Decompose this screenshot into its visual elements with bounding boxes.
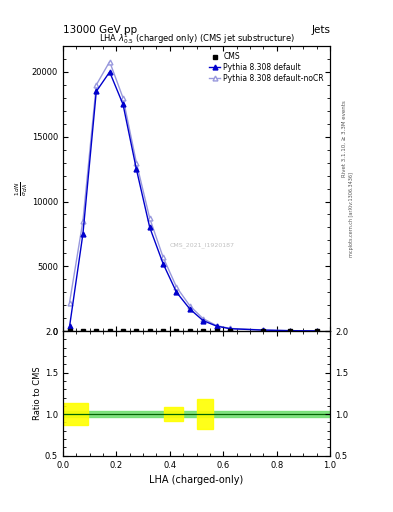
CMS xyxy=(214,328,219,334)
Pythia 8.308 default xyxy=(214,323,219,329)
CMS xyxy=(94,328,99,334)
Pythia 8.308 default xyxy=(107,69,112,75)
Pythia 8.308 default xyxy=(94,89,99,95)
Pythia 8.308 default xyxy=(81,231,85,237)
Pythia 8.308 default-noCR xyxy=(67,300,72,306)
Pythia 8.308 default-noCR xyxy=(288,328,292,334)
Pythia 8.308 default-noCR xyxy=(314,328,319,334)
Pythia 8.308 default xyxy=(201,317,206,324)
Line: CMS: CMS xyxy=(68,329,319,333)
CMS xyxy=(134,328,139,334)
Pythia 8.308 default-noCR xyxy=(187,303,192,309)
X-axis label: LHA (charged-only): LHA (charged-only) xyxy=(149,475,244,485)
Pythia 8.308 default-noCR xyxy=(81,218,85,224)
CMS xyxy=(161,328,165,334)
Y-axis label: $\frac{1}{\sigma} \frac{dN}{d\lambda}$: $\frac{1}{\sigma} \frac{dN}{d\lambda}$ xyxy=(14,181,30,196)
Pythia 8.308 default xyxy=(288,328,292,334)
Pythia 8.308 default-noCR xyxy=(147,215,152,221)
CMS xyxy=(67,328,72,334)
Pythia 8.308 default xyxy=(314,328,319,334)
CMS xyxy=(261,328,266,334)
CMS xyxy=(81,328,85,334)
Bar xyxy=(196,399,213,429)
Bar xyxy=(164,408,183,421)
Title: LHA $\lambda^1_{0.5}$ (charged only) (CMS jet substructure): LHA $\lambda^1_{0.5}$ (charged only) (CM… xyxy=(99,31,294,46)
Text: Jets: Jets xyxy=(311,25,330,35)
Line: Pythia 8.308 default: Pythia 8.308 default xyxy=(67,70,319,333)
CMS xyxy=(174,328,179,334)
Pythia 8.308 default xyxy=(161,261,165,267)
Pythia 8.308 default-noCR xyxy=(228,325,232,331)
Pythia 8.308 default xyxy=(147,224,152,230)
CMS xyxy=(121,328,125,334)
Pythia 8.308 default-noCR xyxy=(214,323,219,329)
Pythia 8.308 default-noCR xyxy=(121,95,125,101)
Text: CMS_2021_I1920187: CMS_2021_I1920187 xyxy=(169,243,234,248)
Pythia 8.308 default-noCR xyxy=(107,58,112,65)
Bar xyxy=(63,411,330,417)
Text: mcplots.cern.ch [arXiv:1306.3436]: mcplots.cern.ch [arXiv:1306.3436] xyxy=(349,173,354,258)
Legend: CMS, Pythia 8.308 default, Pythia 8.308 default-noCR: CMS, Pythia 8.308 default, Pythia 8.308 … xyxy=(207,50,326,86)
Line: Pythia 8.308 default-noCR: Pythia 8.308 default-noCR xyxy=(67,59,319,333)
Pythia 8.308 default-noCR xyxy=(94,82,99,88)
Pythia 8.308 default-noCR xyxy=(161,254,165,260)
Pythia 8.308 default xyxy=(174,289,179,295)
Pythia 8.308 default xyxy=(261,327,266,333)
Pythia 8.308 default xyxy=(187,306,192,312)
Pythia 8.308 default-noCR xyxy=(201,315,206,322)
Pythia 8.308 default xyxy=(121,101,125,108)
CMS xyxy=(107,328,112,334)
Pythia 8.308 default-noCR xyxy=(261,327,266,333)
Bar xyxy=(63,403,88,425)
Pythia 8.308 default xyxy=(134,166,139,172)
CMS xyxy=(201,328,206,334)
CMS xyxy=(228,328,232,334)
CMS xyxy=(147,328,152,334)
Pythia 8.308 default xyxy=(228,326,232,332)
Y-axis label: Ratio to CMS: Ratio to CMS xyxy=(33,367,42,420)
Text: Rivet 3.1.10, ≥ 3.3M events: Rivet 3.1.10, ≥ 3.3M events xyxy=(342,100,346,177)
Pythia 8.308 default-noCR xyxy=(134,160,139,166)
Text: 13000 GeV pp: 13000 GeV pp xyxy=(63,25,137,35)
CMS xyxy=(288,328,292,334)
Pythia 8.308 default-noCR xyxy=(174,284,179,290)
Pythia 8.308 default xyxy=(67,324,72,330)
CMS xyxy=(187,328,192,334)
CMS xyxy=(314,328,319,334)
